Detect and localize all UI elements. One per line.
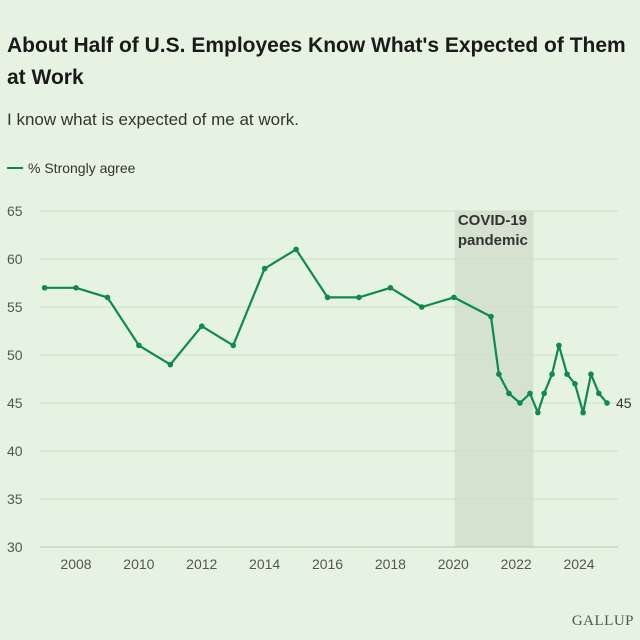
- chart-subtitle: I know what is expected of me at work.: [7, 110, 299, 129]
- data-point: [506, 390, 512, 397]
- data-point: [198, 323, 205, 330]
- data-point: [293, 246, 299, 253]
- data-point: [136, 342, 142, 349]
- data-point: [541, 390, 547, 397]
- data-point: [261, 265, 268, 272]
- y-tick-label: 45: [7, 395, 23, 411]
- y-tick-label: 40: [7, 443, 23, 459]
- end-value-label: 45: [616, 395, 632, 411]
- legend-label: % Strongly agree: [28, 160, 136, 176]
- data-point: [488, 313, 494, 320]
- x-tick-label: 2012: [186, 556, 217, 572]
- covid-label: pandemic: [458, 232, 528, 249]
- chart-title: About Half of U.S. Employees Know What's…: [7, 34, 626, 89]
- x-tick-label: 2018: [375, 556, 406, 572]
- data-point: [588, 371, 594, 378]
- data-point: [604, 400, 610, 406]
- y-tick-label: 30: [7, 539, 23, 555]
- covid-shaded-region: [454, 211, 534, 547]
- data-point: [572, 381, 578, 387]
- y-tick-label: 50: [7, 347, 23, 363]
- data-point: [167, 361, 174, 368]
- legend: % Strongly agree: [7, 160, 135, 176]
- y-tick-label: 55: [7, 299, 23, 315]
- data-point: [527, 390, 533, 397]
- data-point: [387, 285, 394, 291]
- x-tick-label: 2016: [312, 556, 343, 572]
- data-point: [496, 371, 502, 378]
- data-point: [564, 371, 570, 378]
- data-point: [549, 371, 555, 378]
- data-point: [517, 400, 523, 406]
- x-tick-label: 2020: [438, 556, 469, 572]
- data-point: [41, 285, 48, 291]
- data-point: [556, 342, 562, 349]
- y-tick-label: 65: [7, 203, 23, 219]
- legend-swatch: [7, 167, 23, 169]
- data-point: [230, 342, 236, 349]
- data-point: [596, 390, 602, 397]
- data-point: [451, 294, 457, 301]
- gallup-logo: GALLUP: [571, 613, 634, 629]
- data-point: [535, 409, 541, 416]
- y-tick-label: 60: [7, 251, 23, 267]
- x-tick-label: 2008: [60, 556, 91, 572]
- data-point: [104, 294, 111, 301]
- covid-label: COVID-19: [458, 212, 527, 229]
- x-tick-label: 2024: [563, 556, 594, 572]
- data-point: [73, 285, 79, 291]
- data-point: [419, 304, 425, 310]
- data-point: [356, 294, 362, 301]
- x-tick-label: 2022: [501, 556, 532, 572]
- x-tick-label: 2010: [123, 556, 154, 572]
- y-tick-label: 35: [7, 491, 23, 507]
- data-point: [580, 409, 586, 416]
- x-tick-label: 2014: [249, 556, 280, 572]
- data-point: [324, 294, 331, 301]
